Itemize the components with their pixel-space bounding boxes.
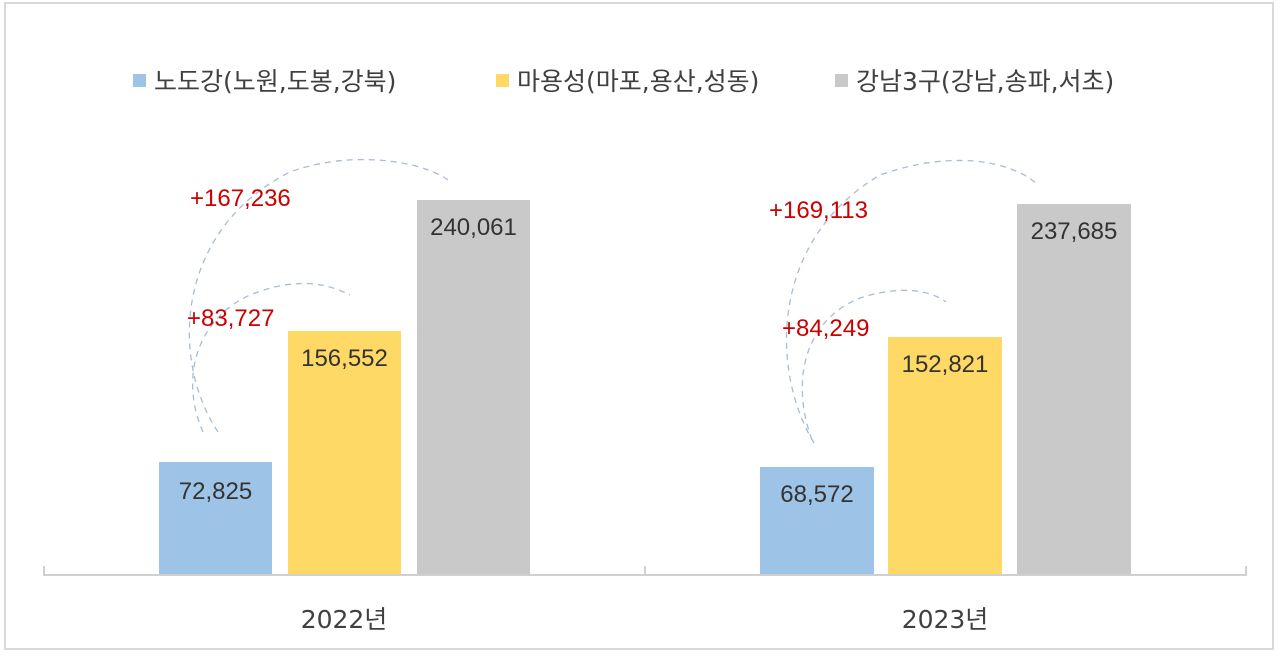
bar-2022-mayongseong: 156,552 [288,331,401,574]
legend-item-mayongseong: 마용성(마포,용산,성동) [496,62,759,98]
bar-2023-gangnam3gu: 237,685 [1017,204,1131,574]
bar-value-label: 68,572 [780,481,854,508]
legend-swatch-blue [133,73,146,87]
diff-label-2022-gangnam: +167,236 [190,185,291,212]
diff-label-2022-mayongseong: +83,727 [187,305,275,332]
legend-item-nodogang: 노도강(노원,도봉,강북) [133,62,396,98]
arc-2023-small [801,289,947,441]
bar-2023-nodogang: 68,572 [760,467,874,574]
arc-2022-large [188,158,449,433]
legend-label: 강남3구(강남,송파,서초) [856,67,1115,96]
category-label-2022: 2022년 [300,605,388,634]
arc-2023-large [785,159,1038,444]
legend-label: 마용성(마포,용산,성동) [517,67,760,96]
x-axis-tick [644,566,646,576]
chart-legend: 노도강(노원,도봉,강북) 마용성(마포,용산,성동) 강남3구(강남,송파,서… [0,62,1280,102]
bar-2023-mayongseong: 152,821 [888,337,1002,574]
x-axis-tick [43,566,45,576]
bar-2022-gangnam3gu: 240,061 [417,200,530,574]
legend-swatch-yellow [496,73,509,87]
arc-2022-small [191,282,351,433]
category-label-2023: 2023년 [901,605,989,634]
x-axis-tick [1245,566,1247,576]
bar-2022-nodogang: 72,825 [159,462,272,574]
chart-frame [4,2,1274,650]
legend-swatch-gray [835,73,848,87]
bar-value-label: 72,825 [178,478,253,505]
diff-label-2023-mayongseong: +84,249 [782,315,870,342]
bar-value-label: 237,685 [1030,218,1118,245]
bar-value-label: 152,821 [901,351,989,378]
legend-item-gangnam3gu: 강남3구(강남,송파,서초) [835,62,1114,98]
legend-label: 노도강(노원,도봉,강북) [154,67,397,96]
bar-value-label: 240,061 [430,214,517,241]
diff-label-2023-gangnam: +169,113 [769,197,868,224]
bar-value-label: 156,552 [301,345,388,372]
